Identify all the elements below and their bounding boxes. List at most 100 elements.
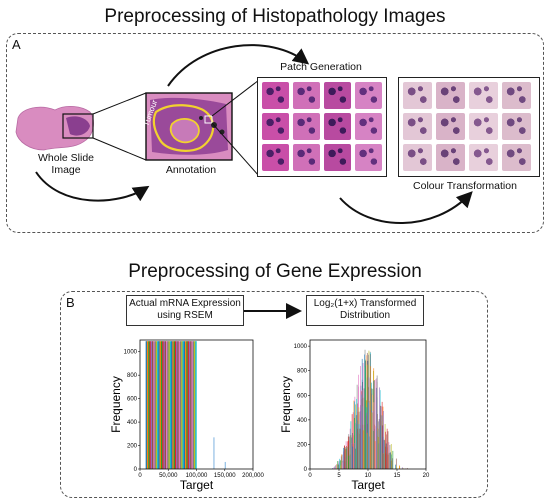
y-tick-label: 0 [134,467,138,473]
x-tick-label: 5 [337,473,341,479]
whole-slide-image [15,106,94,151]
panel-a-letter: A [12,37,21,52]
patch-tile [262,144,289,171]
patch-tile [324,82,351,109]
histogram-bar [174,341,177,469]
y-tick-label: 1000 [124,350,138,356]
x-tick-label: 100,000 [186,473,208,479]
patch-tile [469,113,498,140]
histogram-bar [163,341,165,469]
histogram-bar [159,341,162,469]
histogram-bar [168,341,171,469]
histogram-bar [150,341,153,469]
histogram-bar [224,461,226,469]
histogram-bar [149,341,151,469]
histogram-bar [178,341,181,469]
patch-tile [502,144,531,171]
patch-grid [257,77,387,177]
x-tick-label: 0 [308,473,312,479]
patch-tile [355,82,382,109]
histogram-bar [179,341,182,469]
x-axis-title: Target [351,478,385,492]
histogram-bar [185,341,187,469]
histogram-bar [155,341,158,469]
y-tick-label: 600 [127,397,138,403]
y-tick-label: 400 [127,420,138,426]
mrna-expression-box: Actual mRNA Expression using RSEM [126,295,244,326]
y-tick-label: 1000 [294,344,308,350]
histogram-bar [173,341,176,469]
patch-tile [436,113,465,140]
patch-tile [262,82,289,109]
colour-transformation-label: Colour Transformation [413,180,517,192]
y-tick-label: 400 [297,418,308,424]
x-axis-title: Target [180,478,214,492]
y-tick-label: 200 [127,444,138,450]
histogram-bar [158,341,160,469]
histogram-bar [153,341,155,469]
y-tick-label: 200 [297,442,308,448]
annotation-label: Annotation [165,164,217,176]
patch-tile [502,82,531,109]
histogram-bar [169,341,172,469]
patch-tile [403,144,432,171]
histogram-bar [167,341,169,469]
histogram-bar [186,341,188,469]
panel-b-letter: B [66,295,75,310]
patch-tile [436,144,465,171]
histogram-bar [145,341,148,469]
patch-tile [502,113,531,140]
histogram-bar [188,341,191,469]
histogram-bar [177,341,179,469]
x-tick-label: 0 [138,473,142,479]
x-tick-label: 20 [423,473,430,479]
y-axis-title: Frequency [279,376,293,433]
histogram-bar [181,341,183,469]
histogram-bar [164,341,167,469]
patch-tile [293,82,320,109]
y-axis-title: Frequency [109,376,123,433]
patch-tile [403,82,432,109]
log-transformed-box: Log₂(1+x) Transformed Distribution [306,295,424,326]
patch-tile [355,113,382,140]
histogram-bar [191,341,193,469]
histogram-bar [146,341,149,469]
x-tick-label: 10 [365,473,372,479]
histogram-bar [182,341,184,469]
histogram-bar [192,341,195,469]
histogram-bar [176,341,178,469]
x-tick-label: 15 [394,473,401,479]
patch-tile [469,82,498,109]
colour-transformed-grid [398,77,540,177]
histogram-bar [213,437,215,469]
patch-tile [324,113,351,140]
y-tick-label: 800 [297,369,308,375]
whole-slide-image-label: Whole Slide Image [37,152,95,176]
histogram-bar [160,341,163,469]
gene-expression-title: Preprocessing of Gene Expression [128,261,422,282]
patch-tile [293,144,320,171]
patch-tile [403,113,432,140]
y-tick-label: 0 [304,467,308,473]
patch-tile [436,82,465,109]
patch-tile [355,144,382,171]
histogram-bar [190,341,192,469]
patch-generation-label: Patch Generation [280,61,362,73]
histogram-bar [152,341,154,469]
x-tick-label: 200,000 [242,473,264,479]
panel-a [6,33,544,233]
patch-tile [262,113,289,140]
histogram-bar [148,341,150,469]
patch-tile [324,144,351,171]
histogram-bar [172,341,174,469]
y-tick-label: 600 [297,393,308,399]
patch-tile [469,144,498,171]
histogram-bar [195,341,197,469]
histogram-bar [171,341,173,469]
histogram-bar [193,341,196,469]
panel-b [60,291,488,498]
histogram-bar [165,341,168,469]
histogram-bar [183,341,186,469]
